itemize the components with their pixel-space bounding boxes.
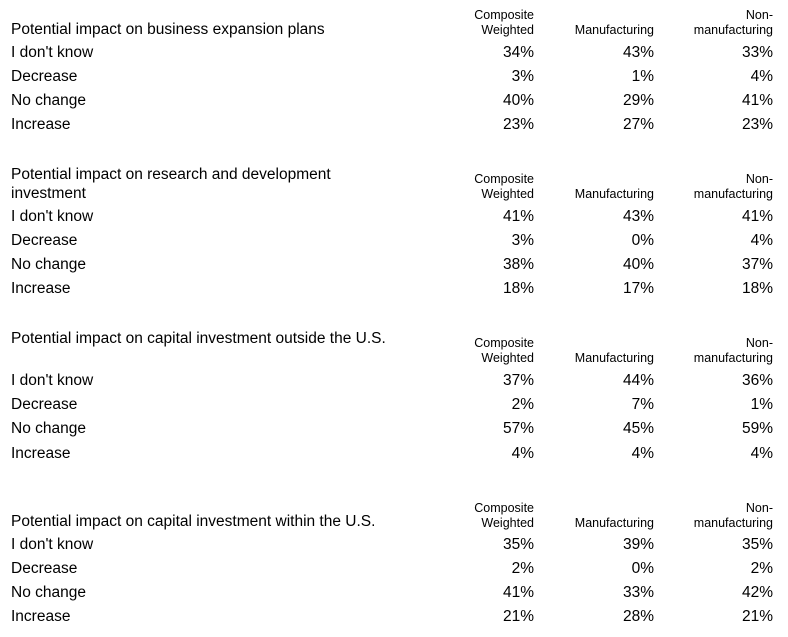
row-label: I don't know xyxy=(11,44,94,61)
table-row: Increase 4% 4% 4% xyxy=(0,444,788,468)
header-manufacturing: Manufacturing xyxy=(574,516,654,530)
header-nonmanufacturing: Non- manufacturing xyxy=(693,501,773,530)
value-manufacturing: 28% xyxy=(622,608,654,625)
value-manufacturing: 4% xyxy=(631,445,654,462)
table-row: Decrease 3% 1% 4% xyxy=(0,67,788,91)
value-manufacturing: 43% xyxy=(622,44,654,61)
header-manufacturing: Manufacturing xyxy=(574,187,654,201)
value-composite: 3% xyxy=(511,232,534,249)
table-row: No change 38% 40% 37% xyxy=(0,255,788,279)
value-manufacturing: 43% xyxy=(622,208,654,225)
row-label: Decrease xyxy=(11,560,78,577)
header-nonmanufacturing: Non- manufacturing xyxy=(693,172,773,201)
value-nonmanufacturing: 4% xyxy=(750,68,773,85)
header-manufacturing: Manufacturing xyxy=(574,23,654,37)
section-title: Potential impact on capital investment o… xyxy=(11,330,386,347)
table-row: Increase 23% 27% 23% xyxy=(0,115,788,139)
row-label: Decrease xyxy=(11,68,78,85)
value-composite: 4% xyxy=(511,445,534,462)
row-label: No change xyxy=(11,92,86,109)
value-manufacturing: 45% xyxy=(622,420,654,437)
value-composite: 18% xyxy=(502,280,534,297)
value-composite: 3% xyxy=(511,68,534,85)
row-label: No change xyxy=(11,256,86,273)
value-nonmanufacturing: 18% xyxy=(741,280,773,297)
header-composite-weighted: Composite Weighted xyxy=(474,336,534,365)
table-row: I don't know 41% 43% 41% xyxy=(0,207,788,231)
table-row: I don't know 34% 43% 33% xyxy=(0,43,788,67)
value-composite: 21% xyxy=(502,608,534,625)
table-row: No change 40% 29% 41% xyxy=(0,91,788,115)
value-nonmanufacturing: 33% xyxy=(741,44,773,61)
value-nonmanufacturing: 41% xyxy=(741,92,773,109)
table-row: I don't know 35% 39% 35% xyxy=(0,535,788,559)
value-manufacturing: 33% xyxy=(622,584,654,601)
value-nonmanufacturing: 21% xyxy=(741,608,773,625)
value-nonmanufacturing: 42% xyxy=(741,584,773,601)
row-label: Increase xyxy=(11,608,71,625)
row-label: No change xyxy=(11,584,86,601)
table-row: Decrease 2% 0% 2% xyxy=(0,559,788,583)
value-manufacturing: 44% xyxy=(622,372,654,389)
row-label: Increase xyxy=(11,280,71,297)
value-composite: 41% xyxy=(502,208,534,225)
value-nonmanufacturing: 37% xyxy=(741,256,773,273)
value-manufacturing: 7% xyxy=(631,396,654,413)
section-title: Potential impact on business expansion p… xyxy=(11,21,325,38)
table-row: No change 41% 33% 42% xyxy=(0,583,788,607)
section-title: Potential impact on research and develop… xyxy=(11,166,331,202)
value-composite: 38% xyxy=(502,256,534,273)
value-nonmanufacturing: 59% xyxy=(741,420,773,437)
value-composite: 34% xyxy=(502,44,534,61)
row-label: I don't know xyxy=(11,208,94,225)
value-nonmanufacturing: 35% xyxy=(741,536,773,553)
table-row: Increase 21% 28% 21% xyxy=(0,607,788,631)
row-label: I don't know xyxy=(11,536,94,553)
value-nonmanufacturing: 1% xyxy=(750,396,773,413)
table-row: Increase 18% 17% 18% xyxy=(0,279,788,303)
table-row: Decrease 3% 0% 4% xyxy=(0,231,788,255)
value-manufacturing: 1% xyxy=(631,68,654,85)
value-nonmanufacturing: 4% xyxy=(750,445,773,462)
row-label: Increase xyxy=(11,445,71,462)
value-nonmanufacturing: 4% xyxy=(750,232,773,249)
header-composite-weighted: Composite Weighted xyxy=(474,501,534,530)
value-composite: 2% xyxy=(511,560,534,577)
header-nonmanufacturing: Non- manufacturing xyxy=(693,8,773,37)
value-manufacturing: 39% xyxy=(622,536,654,553)
value-composite: 57% xyxy=(502,420,534,437)
value-manufacturing: 0% xyxy=(631,560,654,577)
value-manufacturing: 17% xyxy=(622,280,654,297)
value-nonmanufacturing: 36% xyxy=(741,372,773,389)
value-composite: 2% xyxy=(511,396,534,413)
value-manufacturing: 40% xyxy=(622,256,654,273)
value-nonmanufacturing: 23% xyxy=(741,116,773,133)
value-composite: 35% xyxy=(502,536,534,553)
row-label: Decrease xyxy=(11,232,78,249)
table-row: No change 57% 45% 59% xyxy=(0,419,788,443)
row-label: No change xyxy=(11,420,86,437)
table-row: I don't know 37% 44% 36% xyxy=(0,371,788,395)
value-composite: 37% xyxy=(502,372,534,389)
row-label: Decrease xyxy=(11,396,78,413)
value-nonmanufacturing: 2% xyxy=(750,560,773,577)
header-manufacturing: Manufacturing xyxy=(574,351,654,365)
header-composite-weighted: Composite Weighted xyxy=(474,8,534,37)
value-manufacturing: 27% xyxy=(622,116,654,133)
row-label: I don't know xyxy=(11,372,94,389)
value-nonmanufacturing: 41% xyxy=(741,208,773,225)
section-title: Potential impact on capital investment w… xyxy=(11,513,376,530)
value-composite: 23% xyxy=(502,116,534,133)
header-nonmanufacturing: Non- manufacturing xyxy=(693,336,773,365)
value-manufacturing: 29% xyxy=(622,92,654,109)
value-manufacturing: 0% xyxy=(631,232,654,249)
table-row: Decrease 2% 7% 1% xyxy=(0,395,788,419)
row-label: Increase xyxy=(11,116,71,133)
header-composite-weighted: Composite Weighted xyxy=(474,172,534,201)
value-composite: 41% xyxy=(502,584,534,601)
value-composite: 40% xyxy=(502,92,534,109)
